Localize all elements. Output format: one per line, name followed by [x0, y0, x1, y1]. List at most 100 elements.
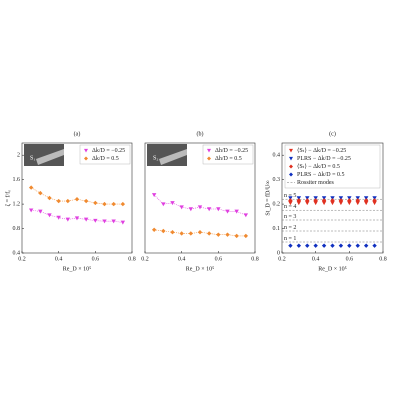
rossiter-label: n = 2 [284, 225, 296, 231]
data-point [234, 209, 239, 214]
data-point [305, 196, 310, 201]
data-point [321, 196, 327, 201]
data-point [330, 198, 335, 203]
legend-box [202, 144, 254, 165]
legend-marker [84, 156, 88, 161]
data-point [74, 197, 80, 202]
data-point [288, 198, 293, 203]
legend-label: ⟨Sₜ⟩ − Δk/D = −0.25 [297, 147, 346, 154]
data-point [170, 230, 175, 235]
x-tick-label: 0.6 [92, 256, 100, 262]
plot-area [21, 142, 133, 254]
data-point [197, 205, 203, 210]
data-point [197, 230, 203, 235]
x-tick-label: 0.4 [178, 256, 186, 262]
legend-label: Δh/D = 0.5 [215, 156, 242, 162]
data-point [56, 198, 61, 204]
legend-marker [207, 156, 211, 161]
data-point [296, 196, 302, 201]
data-point [321, 198, 327, 203]
data-point [321, 243, 327, 248]
data-point [355, 201, 360, 206]
data-point [56, 215, 61, 220]
x-axis-label: Re_D × 10⁵ [186, 266, 214, 272]
data-point [372, 198, 377, 203]
data-point [38, 190, 43, 196]
x-tick-label: 0.8 [251, 256, 259, 262]
x-tick-label: 0.6 [215, 256, 223, 262]
panel-title: (a) [74, 130, 81, 137]
data-point [216, 232, 221, 237]
data-point [288, 243, 293, 248]
data-point [363, 243, 369, 248]
data-point [330, 201, 335, 206]
legend-label: ⟨Sₜ⟩ − Δk/D = 0.5 [297, 163, 340, 170]
data-point [188, 231, 194, 236]
legend-marker [84, 148, 88, 153]
data-point [225, 232, 230, 237]
x-axis-label: Re_D × 10⁵ [318, 266, 346, 272]
series-line [31, 209, 123, 223]
data-point [313, 201, 318, 206]
inset-body [159, 149, 187, 165]
data-point [330, 243, 335, 248]
data-point [120, 201, 126, 207]
data-point [206, 207, 212, 212]
legend-marker [289, 172, 293, 177]
data-point [120, 220, 126, 225]
data-point [225, 209, 230, 214]
data-point [363, 198, 369, 203]
x-tick-label: 0.4 [312, 256, 320, 262]
data-point [372, 243, 377, 248]
legend: ⟨Sₜ⟩ − Δk/D = −0.25 PLRS − Δk/D = −0.25⟨S… [284, 144, 381, 189]
data-point [111, 201, 116, 207]
data-point [179, 231, 184, 236]
data-point [347, 198, 352, 203]
series-line [153, 194, 246, 216]
y-tick-label: 0.3 [273, 177, 281, 183]
x-tick-label: 0.6 [346, 256, 354, 262]
legend-box [79, 144, 131, 165]
x-axis-label: Re_D × 10⁵ [63, 266, 91, 272]
rossiter-label: n = 4 [284, 204, 296, 210]
data-point [347, 196, 352, 201]
data-point [28, 185, 34, 190]
x-tick-label: 0.8 [379, 256, 387, 262]
rossiter-label: n = 1 [284, 236, 296, 242]
y-tick-label: 1.6 [13, 177, 21, 183]
data-point [330, 196, 335, 201]
data-point [321, 201, 327, 206]
y-tick-label: 1.2 [13, 201, 21, 207]
legend-marker [207, 148, 211, 153]
data-point [161, 202, 166, 207]
legend-label: PLRS − Δk/D = 0.5 [297, 172, 344, 178]
data-point [243, 213, 249, 218]
data-point [47, 213, 52, 218]
data-point [305, 243, 310, 248]
data-point [338, 196, 344, 201]
data-point [372, 196, 377, 201]
panel-title: (c) [329, 130, 336, 137]
data-point [234, 233, 239, 239]
data-point [338, 198, 344, 203]
data-point [47, 195, 52, 201]
legend-marker [289, 148, 293, 153]
y-tick-label: 0.1 [273, 226, 281, 232]
data-point [65, 217, 71, 222]
inset-label: S₁ [30, 155, 35, 161]
data-point [372, 201, 377, 206]
data-point [102, 219, 107, 224]
data-point [347, 243, 352, 248]
legend-label: Rossiter modes [297, 180, 334, 186]
legend: Δh/D = −0.25 Δh/D = 0.5 [202, 144, 254, 165]
legend-marker [289, 156, 293, 161]
data-point [111, 219, 116, 224]
y-axis-label: St_D = fD/U∞ [264, 180, 271, 215]
y-tick-label: 0 [277, 250, 280, 256]
data-point [313, 196, 318, 201]
data-point [243, 233, 249, 239]
rossiter-label: n = 3 [284, 214, 296, 220]
data-point [305, 201, 310, 206]
data-point [170, 201, 175, 206]
data-point [179, 205, 184, 210]
